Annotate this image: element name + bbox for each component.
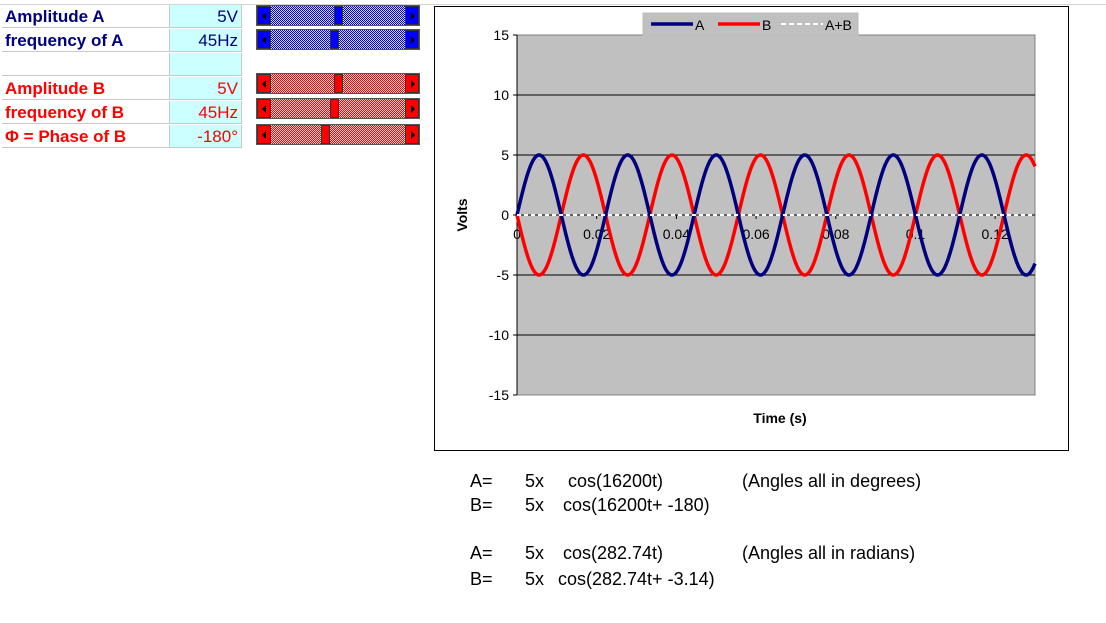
frequency-a-value[interactable]: 45Hz bbox=[170, 29, 242, 52]
slider-thumb[interactable] bbox=[333, 74, 343, 93]
legend-b-label: B bbox=[762, 17, 771, 33]
scroll-left-icon[interactable] bbox=[257, 99, 271, 118]
scroll-left-icon[interactable] bbox=[257, 30, 271, 49]
formula-b-amplitude: 5x bbox=[525, 569, 545, 589]
frequency-a-slider[interactable] bbox=[256, 29, 420, 50]
degrees-note: (Angles all in degrees) bbox=[742, 471, 922, 491]
phase-b-slider[interactable] bbox=[256, 124, 420, 145]
formula-a-expression: cos(282.74t) bbox=[563, 543, 664, 563]
frequency-a-label: frequency of A bbox=[2, 29, 170, 52]
amplitude-b-value[interactable]: 5V bbox=[170, 77, 242, 100]
scroll-left-icon[interactable] bbox=[257, 125, 271, 144]
x-tick-label: 0.06 bbox=[742, 226, 769, 242]
formula-a-amplitude: 5x bbox=[525, 543, 545, 563]
y-tick-label: -10 bbox=[489, 327, 509, 343]
formula-a-label: A= bbox=[470, 543, 493, 563]
amplitude-b-label: Amplitude B bbox=[2, 77, 170, 100]
x-tick-label: 0.04 bbox=[663, 226, 690, 242]
formula-b-label: B= bbox=[470, 495, 493, 515]
amplitude-b-slider[interactable] bbox=[256, 73, 420, 94]
y-tick-label: -15 bbox=[489, 387, 509, 403]
y-tick-label: -5 bbox=[497, 267, 510, 283]
slider-thumb[interactable] bbox=[329, 99, 339, 118]
y-tick-label: 15 bbox=[493, 27, 509, 43]
slider-thumb[interactable] bbox=[329, 30, 339, 49]
legend-a-label: A bbox=[695, 17, 705, 33]
formula-a-label: A= bbox=[470, 471, 493, 491]
chart-area[interactable]: 15 10 5 0 -5 -10 -15 0 0.02 0.04 0.06 0.08 0.1 0.12 Vo… bbox=[434, 6, 1069, 451]
frequency-b-slider[interactable] bbox=[256, 98, 420, 119]
formula-a-amplitude: 5x bbox=[525, 471, 545, 491]
series-b-line bbox=[515, 153, 1037, 277]
amplitude-a-label: Amplitude A bbox=[2, 5, 170, 28]
y-tick-label: 0 bbox=[501, 207, 509, 223]
scroll-right-icon[interactable] bbox=[405, 99, 419, 118]
radians-note: (Angles all in radians) bbox=[742, 543, 916, 563]
y-axis-title: Volts bbox=[454, 198, 470, 231]
formula-a-expression: cos(16200t) bbox=[568, 471, 664, 491]
x-tick-label: 0 bbox=[513, 226, 521, 242]
empty-value-cell bbox=[170, 53, 242, 76]
formula-b-amplitude: 5x bbox=[525, 495, 545, 515]
slider-thumb[interactable] bbox=[333, 6, 343, 25]
legend-a-plus-b-label: A+B bbox=[825, 17, 852, 33]
frequency-b-label: frequency of B bbox=[2, 101, 170, 124]
scroll-right-icon[interactable] bbox=[405, 125, 419, 144]
amplitude-a-slider[interactable] bbox=[256, 5, 420, 26]
formula-b-expression: cos(16200t+ -180) bbox=[563, 495, 710, 515]
amplitude-a-value[interactable]: 5V bbox=[170, 5, 242, 28]
x-tick-label: 0.12 bbox=[982, 226, 1009, 242]
scroll-left-icon[interactable] bbox=[257, 6, 271, 25]
scroll-right-icon[interactable] bbox=[405, 30, 419, 49]
formula-b-expression: cos(282.74t+ -3.14) bbox=[558, 569, 715, 589]
y-tick-label: 5 bbox=[501, 147, 509, 163]
series-a-line bbox=[515, 153, 1037, 277]
phase-b-value[interactable]: -180° bbox=[170, 125, 242, 148]
x-axis-title: Time (s) bbox=[753, 410, 806, 426]
sheet-gridline bbox=[0, 4, 1106, 5]
scroll-right-icon[interactable] bbox=[405, 6, 419, 25]
x-tick-label: 0.08 bbox=[822, 226, 849, 242]
phase-b-label: Φ = Phase of B bbox=[2, 125, 170, 148]
x-tick-label: 0.02 bbox=[583, 226, 610, 242]
scroll-right-icon[interactable] bbox=[405, 74, 419, 93]
empty-cell bbox=[2, 53, 170, 76]
y-tick-label: 10 bbox=[493, 87, 509, 103]
scroll-left-icon[interactable] bbox=[257, 74, 271, 93]
slider-thumb[interactable] bbox=[321, 125, 330, 144]
formula-b-label: B= bbox=[470, 569, 493, 589]
frequency-b-value[interactable]: 45Hz bbox=[170, 101, 242, 124]
